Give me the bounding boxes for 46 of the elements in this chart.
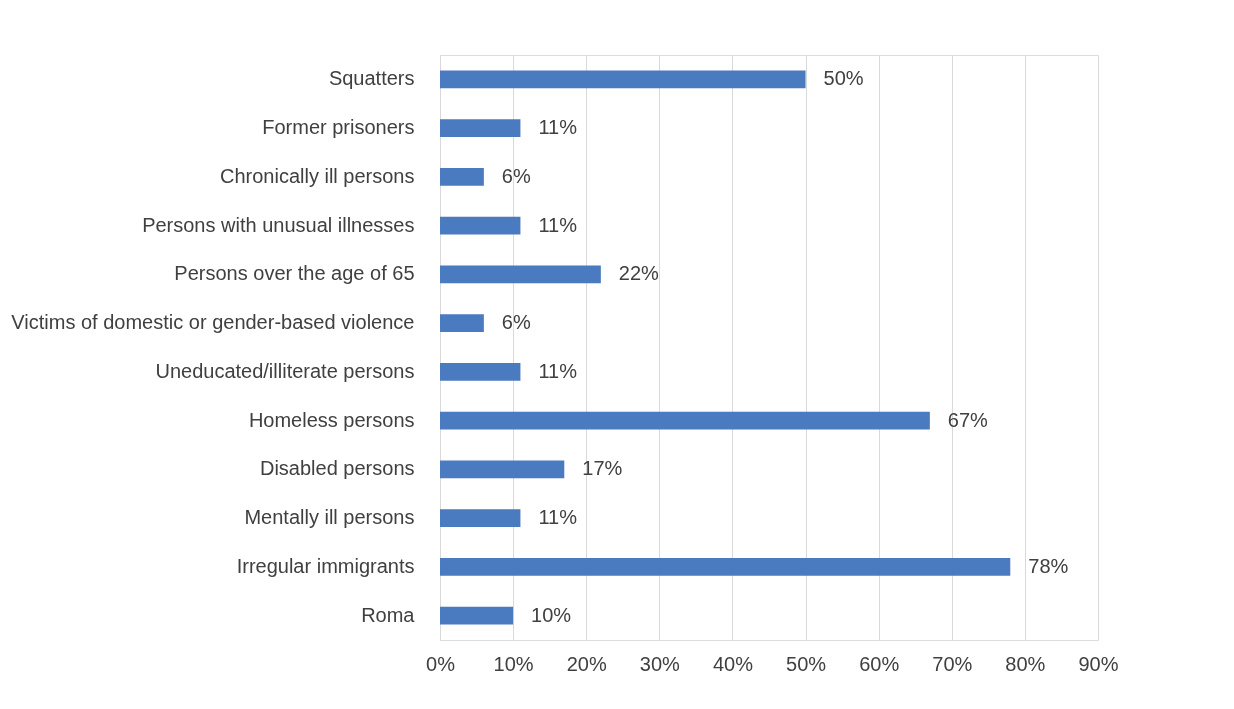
y-tick-label: Mentally ill persons xyxy=(244,506,415,529)
data-label: 78% xyxy=(1028,554,1069,577)
bar xyxy=(440,314,484,332)
data-label: 11% xyxy=(538,213,578,236)
bar xyxy=(440,509,521,527)
y-tick-label: Homeless persons xyxy=(248,408,415,431)
data-label: 17% xyxy=(582,457,623,480)
x-tick-label: 70% xyxy=(932,652,973,675)
data-label: 6% xyxy=(501,311,531,334)
y-tick-label: Persons over the age of 65 xyxy=(174,262,415,285)
y-tick-label: Victims of domestic or gender-based violence xyxy=(11,311,415,334)
bar xyxy=(440,119,521,137)
y-tick-label: Persons with unusual illnesses xyxy=(142,213,415,236)
x-tick-label: 60% xyxy=(859,652,900,675)
bar xyxy=(440,168,484,186)
data-label: 22% xyxy=(618,262,660,285)
y-tick-label: Disabled persons xyxy=(259,457,415,480)
bar xyxy=(440,411,930,430)
y-tick-label: Chronically ill persons xyxy=(219,164,415,187)
x-tick-label: 80% xyxy=(1005,652,1046,675)
data-label: 50% xyxy=(823,67,864,90)
x-tick-label: 40% xyxy=(712,652,754,675)
x-tick-label: 0% xyxy=(426,652,456,675)
bar xyxy=(440,460,565,479)
bar xyxy=(440,606,514,625)
x-tick-label: 10% xyxy=(493,652,534,675)
y-tick-label: Irregular immigrants xyxy=(236,554,415,577)
y-tick-label: Squatters xyxy=(328,67,415,90)
x-tick-label: 30% xyxy=(639,652,681,675)
data-label: 11% xyxy=(538,359,578,382)
data-label: 67% xyxy=(947,408,989,431)
bar xyxy=(440,70,806,89)
bar xyxy=(440,216,521,235)
bar xyxy=(440,265,601,284)
x-tick-label: 20% xyxy=(566,652,607,675)
y-tick-label: Roma xyxy=(361,603,416,626)
bar xyxy=(440,363,521,381)
data-label: 10% xyxy=(531,603,572,626)
y-tick-label: Uneducated/illiterate persons xyxy=(155,359,415,382)
x-tick-label: 50% xyxy=(786,652,827,675)
x-tick-label: 90% xyxy=(1078,652,1119,675)
data-label: 11% xyxy=(538,506,578,529)
y-tick-label: Former prisoners xyxy=(262,116,415,139)
data-label: 6% xyxy=(501,164,531,187)
data-label: 11% xyxy=(538,116,578,139)
bar xyxy=(440,558,1011,576)
